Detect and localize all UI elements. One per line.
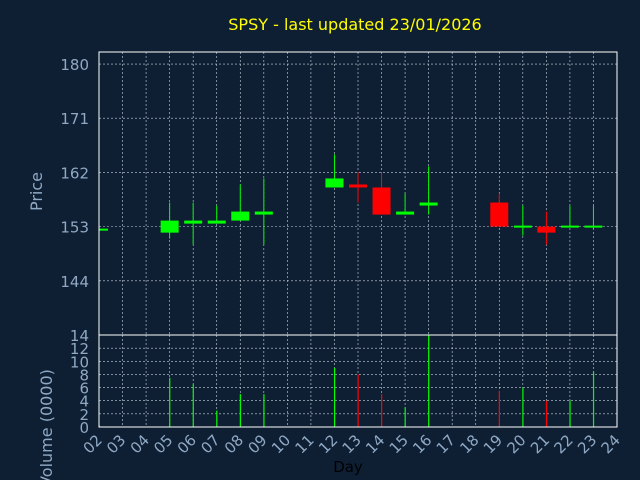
candle-13	[349, 172, 367, 203]
price-y-tick-label: 153	[60, 219, 89, 237]
candle-body	[99, 228, 108, 231]
x-tick-label: 03	[103, 431, 129, 457]
candle-23	[584, 205, 603, 230]
candle-21	[537, 211, 556, 245]
candle-body	[231, 211, 250, 221]
volume-y-tick-label: 8	[79, 366, 89, 384]
volume-y-tick-label: 12	[70, 340, 89, 358]
volume-bar-15	[404, 407, 406, 427]
x-axis-label: Day	[333, 458, 363, 476]
x-tick-label: 05	[150, 431, 176, 457]
price-panel: 144 153 162 171 180 Price	[27, 51, 618, 336]
volume-bar-21	[545, 400, 548, 427]
volume-bar-13	[357, 374, 359, 427]
x-tick-label: 08	[221, 431, 247, 457]
candle-body	[184, 220, 203, 224]
price-y-tick-label: 144	[60, 273, 89, 291]
volume-y-tick-label: 6	[79, 380, 89, 398]
volume-y-tick-label: 4	[79, 393, 89, 411]
x-tick-label: 23	[574, 431, 600, 457]
candle-19	[490, 193, 509, 227]
volume-bar-14	[381, 394, 383, 427]
price-axis-label: Price	[27, 172, 46, 211]
x-tick-label: 21	[527, 431, 553, 457]
volume-axis-label: Volume (0000)	[37, 369, 56, 480]
volume-bar-19	[498, 390, 500, 427]
candle-body	[560, 225, 579, 228]
candle-02	[98, 226, 108, 232]
volume-bar-23	[592, 371, 595, 427]
volume-bar-20	[522, 387, 524, 427]
x-tick-label: 13	[339, 431, 365, 457]
candle-body	[490, 202, 509, 227]
volume-bar-16	[428, 335, 430, 427]
candle-body	[537, 226, 556, 233]
volume-y-tick-label: 2	[79, 406, 89, 424]
x-tick-label: 19	[480, 431, 506, 457]
x-tick-label: 06	[174, 431, 200, 457]
candle-body	[396, 211, 415, 215]
x-tick-label: 12	[315, 431, 341, 457]
candle-body	[349, 184, 367, 188]
volume-bar-05	[169, 377, 171, 427]
volume-frame	[98, 334, 618, 428]
x-tick-label: 16	[409, 431, 435, 457]
price-y-tick-labels: 144 153 162 171 180	[60, 56, 89, 291]
price-y-tick-label: 162	[60, 164, 89, 182]
candle-09	[254, 178, 273, 245]
x-tick-label: 04	[127, 431, 153, 457]
volume-bar-22	[569, 400, 571, 427]
x-tick-label: 20	[503, 431, 529, 457]
volume-y-tick-label: 0	[79, 419, 89, 437]
volume-bars	[98, 335, 595, 427]
candle-body	[325, 178, 344, 188]
candle-07	[207, 205, 226, 224]
x-tick-label: 18	[456, 431, 482, 457]
price-y-tick-label: 171	[60, 110, 89, 128]
volume-y-tick-label: 14	[70, 327, 89, 345]
x-tick-label: 22	[551, 431, 577, 457]
x-tick-label: 15	[386, 431, 412, 457]
x-tick-label: 10	[268, 431, 294, 457]
price-y-tick-label: 180	[60, 56, 89, 74]
candle-body	[584, 225, 603, 228]
x-tick-label: 17	[433, 431, 459, 457]
candle-20	[513, 205, 532, 236]
candle-06	[184, 202, 203, 245]
volume-bar-12	[333, 367, 336, 427]
candle-body	[513, 225, 532, 228]
x-tick-labels: 0203040506070809101112131415161718192021…	[80, 431, 624, 457]
volume-bar-09	[263, 394, 265, 427]
x-tick-label: 07	[197, 431, 223, 457]
candle-15	[396, 193, 415, 215]
candle-body	[207, 220, 226, 224]
volume-bar-06	[192, 384, 194, 427]
candle-05	[160, 202, 179, 239]
candle-body	[254, 211, 273, 215]
volume-y-tick-label: 10	[70, 353, 89, 371]
price-candles	[98, 154, 603, 245]
chart-title: SPSY - last updated 23/01/2026	[228, 15, 481, 34]
candle-22	[560, 205, 579, 228]
x-tick-label: 14	[362, 431, 388, 457]
x-tick-label: 09	[244, 431, 270, 457]
x-tick-label: 11	[292, 431, 318, 457]
candle-body	[419, 202, 438, 206]
volume-bar-07	[216, 410, 218, 427]
candle-body	[372, 187, 391, 215]
volume-bar-08	[239, 394, 241, 427]
candle-14	[372, 172, 391, 215]
x-tick-label: 24	[598, 431, 624, 457]
candle-08	[231, 184, 250, 221]
candle-body	[160, 220, 179, 233]
candle-16	[419, 166, 438, 215]
candle-12	[325, 154, 344, 188]
